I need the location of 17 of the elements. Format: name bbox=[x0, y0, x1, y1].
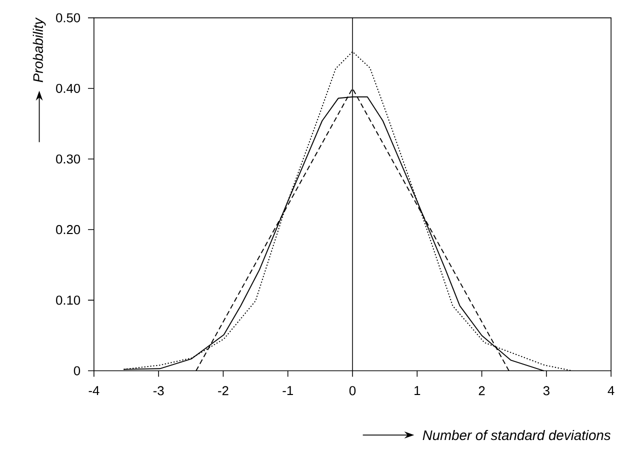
x-tick-label: 4 bbox=[608, 386, 614, 396]
x-tick-label: 1 bbox=[414, 386, 420, 396]
x-tick-label: -1 bbox=[282, 386, 293, 396]
x-tick-label: 2 bbox=[478, 386, 485, 396]
x-axis-title: Number of standard deviations bbox=[422, 430, 611, 440]
y-tick-label: 0.10 bbox=[56, 296, 80, 305]
x-tick-label: -3 bbox=[153, 386, 164, 396]
x-tick-label: 0 bbox=[349, 386, 356, 396]
x-tick-label: -4 bbox=[88, 386, 100, 396]
y-tick-label: 0.20 bbox=[56, 225, 80, 234]
y-tick-label: 0.30 bbox=[56, 154, 80, 164]
y-axis-title: Probability bbox=[32, 17, 46, 82]
y-tick-label: 0.50 bbox=[56, 13, 80, 22]
y-tick-label: 0 bbox=[74, 366, 80, 376]
x-tick-label: 3 bbox=[543, 386, 550, 396]
y-tick-label: 0.40 bbox=[56, 84, 80, 93]
x-tick-label: -2 bbox=[218, 386, 228, 396]
